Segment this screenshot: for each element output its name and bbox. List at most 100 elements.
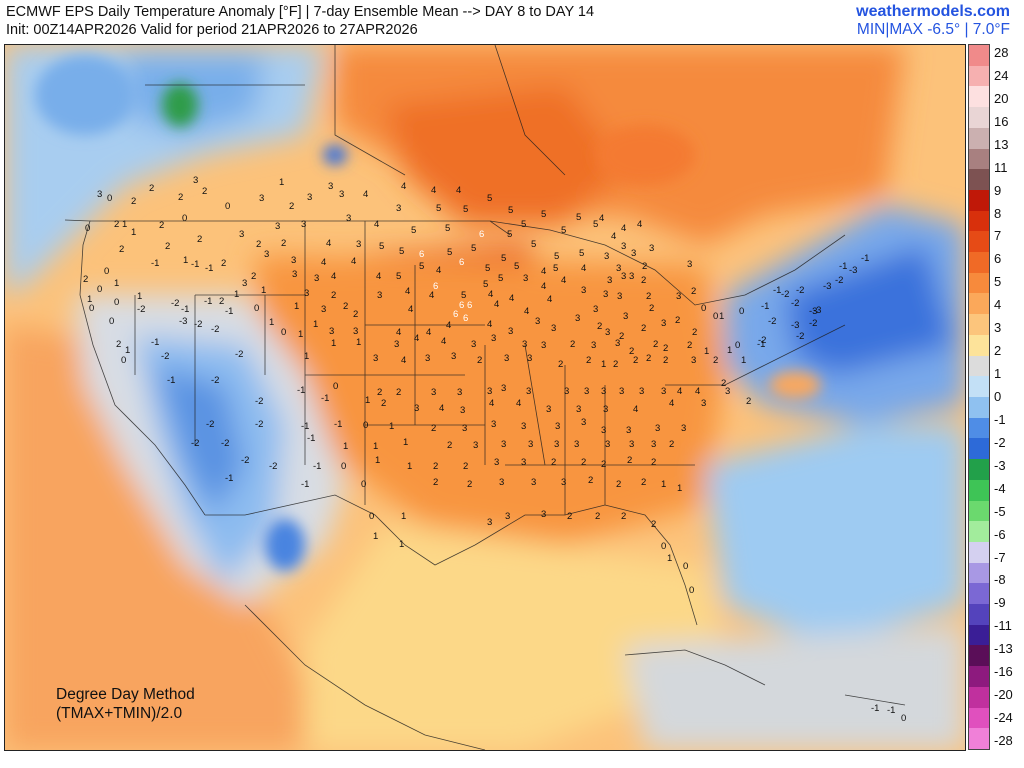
station-value: 2 bbox=[675, 315, 680, 326]
colorbar-swatch bbox=[969, 541, 989, 564]
station-value: 3 bbox=[528, 439, 533, 450]
colorbar-tick-label: 9 bbox=[994, 182, 1002, 198]
station-value: 2 bbox=[558, 359, 563, 370]
station-value: 1 bbox=[183, 255, 188, 266]
station-value: 3 bbox=[651, 439, 656, 450]
station-value: 5 bbox=[554, 251, 559, 262]
station-value: 3 bbox=[564, 386, 569, 397]
station-value: 2 bbox=[586, 355, 591, 366]
station-value: -2 bbox=[211, 324, 219, 335]
station-value: -1 bbox=[181, 304, 189, 315]
station-value: -3 bbox=[849, 265, 857, 276]
colorbar-tick-label: -20 bbox=[994, 687, 1013, 703]
colorbar-swatch bbox=[969, 438, 989, 460]
colorbar-swatch bbox=[969, 86, 989, 108]
colorbar-swatch bbox=[969, 459, 989, 481]
station-value: 3 bbox=[551, 323, 556, 334]
station-value: 1 bbox=[313, 319, 318, 330]
station-value: 2 bbox=[641, 323, 646, 334]
station-value: 3 bbox=[681, 423, 686, 434]
station-value: 4 bbox=[456, 185, 461, 196]
station-value: 3 bbox=[462, 423, 467, 434]
colorbar-tick-label: 4 bbox=[994, 297, 1002, 313]
station-value: 2 bbox=[551, 457, 556, 468]
colorbar-swatch bbox=[969, 148, 989, 170]
station-value: 0 bbox=[89, 303, 94, 314]
station-value: 3 bbox=[639, 386, 644, 397]
station-value: 2 bbox=[377, 387, 382, 398]
colorbar-tick-label: 13 bbox=[994, 136, 1009, 152]
station-value: 2 bbox=[396, 387, 401, 398]
station-value: 3 bbox=[508, 326, 513, 337]
colorbar-tick-label: 1 bbox=[994, 366, 1002, 382]
station-value: -3 bbox=[823, 281, 831, 292]
station-value: -1 bbox=[761, 301, 769, 312]
station-value: 4 bbox=[401, 355, 406, 366]
colorbar-swatch bbox=[969, 479, 989, 502]
station-value: 5 bbox=[541, 209, 546, 220]
station-value: 1 bbox=[234, 289, 239, 300]
station-value: 2 bbox=[202, 186, 207, 197]
station-value: 3 bbox=[460, 405, 465, 416]
station-value: 3 bbox=[661, 318, 666, 329]
station-value: 2 bbox=[713, 355, 718, 366]
colorbar-swatch bbox=[969, 666, 989, 688]
station-value: 2 bbox=[691, 286, 696, 297]
station-value: 1 bbox=[269, 317, 274, 328]
station-value: -2 bbox=[255, 419, 263, 430]
station-value: 3 bbox=[621, 241, 626, 252]
station-value: 1 bbox=[114, 278, 119, 289]
station-value: 2 bbox=[331, 290, 336, 301]
station-value: 3 bbox=[346, 213, 351, 224]
station-value: 0 bbox=[97, 284, 102, 295]
station-value: -2 bbox=[796, 285, 804, 296]
station-value: 1 bbox=[677, 483, 682, 494]
station-value: -2 bbox=[796, 331, 804, 342]
colorbar-swatch bbox=[969, 169, 989, 191]
station-value: -2 bbox=[241, 455, 249, 466]
station-value: 2 bbox=[649, 303, 654, 314]
station-value: 2 bbox=[601, 459, 606, 470]
station-value: 3 bbox=[725, 386, 730, 397]
station-value: 3 bbox=[601, 386, 606, 397]
station-value: 1 bbox=[131, 227, 136, 238]
station-value: 4 bbox=[405, 286, 410, 297]
station-value: -1 bbox=[301, 421, 309, 432]
station-value: 3 bbox=[431, 387, 436, 398]
station-value: 0 bbox=[225, 201, 230, 212]
station-value: 3 bbox=[259, 193, 264, 204]
station-value: 3 bbox=[521, 421, 526, 432]
station-value: 3 bbox=[242, 278, 247, 289]
station-value: -2 bbox=[269, 461, 277, 472]
station-value: 4 bbox=[509, 293, 514, 304]
station-value: 4 bbox=[396, 327, 401, 338]
station-value: 1 bbox=[704, 346, 709, 357]
station-value: 5 bbox=[579, 248, 584, 259]
station-value: 5 bbox=[463, 204, 468, 215]
station-value: 0 bbox=[739, 306, 744, 317]
station-value: 5 bbox=[507, 229, 512, 240]
station-value: 3 bbox=[526, 386, 531, 397]
station-value: 4 bbox=[401, 181, 406, 192]
colorbar-swatch bbox=[969, 521, 989, 543]
station-value: 2 bbox=[651, 519, 656, 530]
station-value: 3 bbox=[394, 339, 399, 350]
station-value: 6 bbox=[467, 300, 472, 311]
station-value: 1 bbox=[719, 311, 724, 322]
colorbar-tick-label: 6 bbox=[994, 251, 1002, 267]
colorbar-tick-label: 8 bbox=[994, 205, 1002, 221]
station-value: -2 bbox=[221, 438, 229, 449]
station-value: 5 bbox=[514, 261, 519, 272]
brand-label: weathermodels.com bbox=[856, 3, 1010, 20]
colorbar-swatch bbox=[969, 645, 989, 667]
station-value: 0 bbox=[107, 193, 112, 204]
station-value: 6 bbox=[419, 249, 424, 260]
station-value: 3 bbox=[521, 457, 526, 468]
station-value: 0 bbox=[369, 511, 374, 522]
station-value: -2 bbox=[768, 316, 776, 327]
station-value: 5 bbox=[411, 225, 416, 236]
colorbar-tick-label: -5 bbox=[994, 503, 1006, 519]
station-value: 1 bbox=[331, 338, 336, 349]
